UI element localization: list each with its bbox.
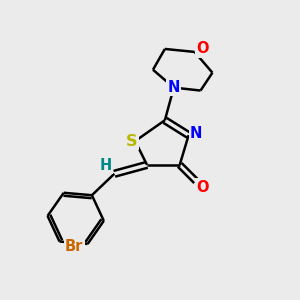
Text: N: N [190,126,202,141]
Text: O: O [196,180,208,195]
Text: O: O [196,41,208,56]
Text: S: S [126,134,137,148]
Text: H: H [100,158,112,173]
Text: Br: Br [65,239,83,254]
Text: N: N [168,80,180,95]
